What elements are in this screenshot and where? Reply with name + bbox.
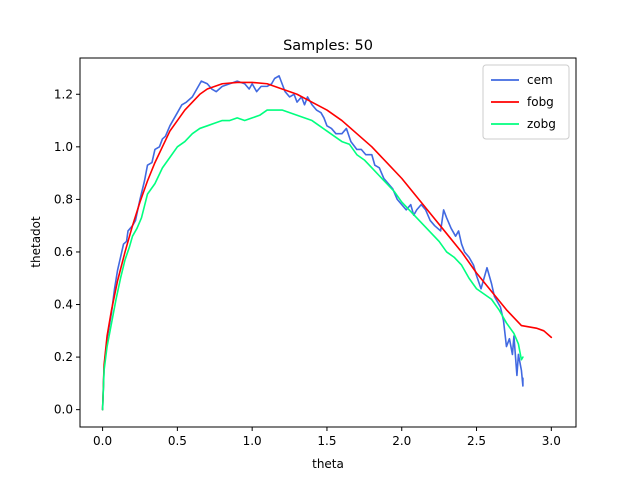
plot-area (101, 75, 553, 411)
x-tick-label: 3.0 (542, 434, 561, 448)
legend-label-zobg: zobg (527, 117, 556, 131)
x-tick-label: 2.0 (392, 434, 411, 448)
y-tick-label: 0.8 (54, 192, 73, 206)
series-line-fobg (101, 81, 553, 411)
x-tick-label: 1.0 (243, 434, 262, 448)
series-layer (101, 75, 553, 411)
x-tick-label: 0.0 (93, 434, 112, 448)
legend-label-cem: cem (527, 73, 553, 87)
y-tick-label: 0.0 (54, 403, 73, 417)
series-line-cem (101, 75, 524, 411)
axes-frame (79, 57, 577, 428)
x-tick-label: 0.5 (168, 434, 187, 448)
y-tick-label: 0.2 (54, 350, 73, 364)
y-tick-label: 1.2 (54, 87, 73, 101)
x-axis: 0.0 0.5 1.0 1.5 2.0 2.5 3.0 (93, 427, 561, 448)
x-axis-label: theta (312, 457, 344, 471)
y-tick-label: 0.6 (54, 245, 73, 259)
legend-label-fobg: fobg (527, 95, 554, 109)
y-tick-label: 0.4 (54, 298, 73, 312)
y-axis-label: thetadot (29, 216, 43, 268)
x-tick-label: 2.5 (467, 434, 486, 448)
legend: cem fobg zobg (482, 64, 570, 140)
chart-title: Samples: 50 (283, 38, 373, 54)
x-tick-label: 1.5 (317, 434, 336, 448)
y-tick-label: 1.0 (54, 140, 73, 154)
series-line-zobg (101, 109, 524, 411)
y-axis: 0.0 0.2 0.4 0.6 0.8 1.0 1.2 (54, 87, 80, 417)
legend-box (482, 64, 570, 140)
